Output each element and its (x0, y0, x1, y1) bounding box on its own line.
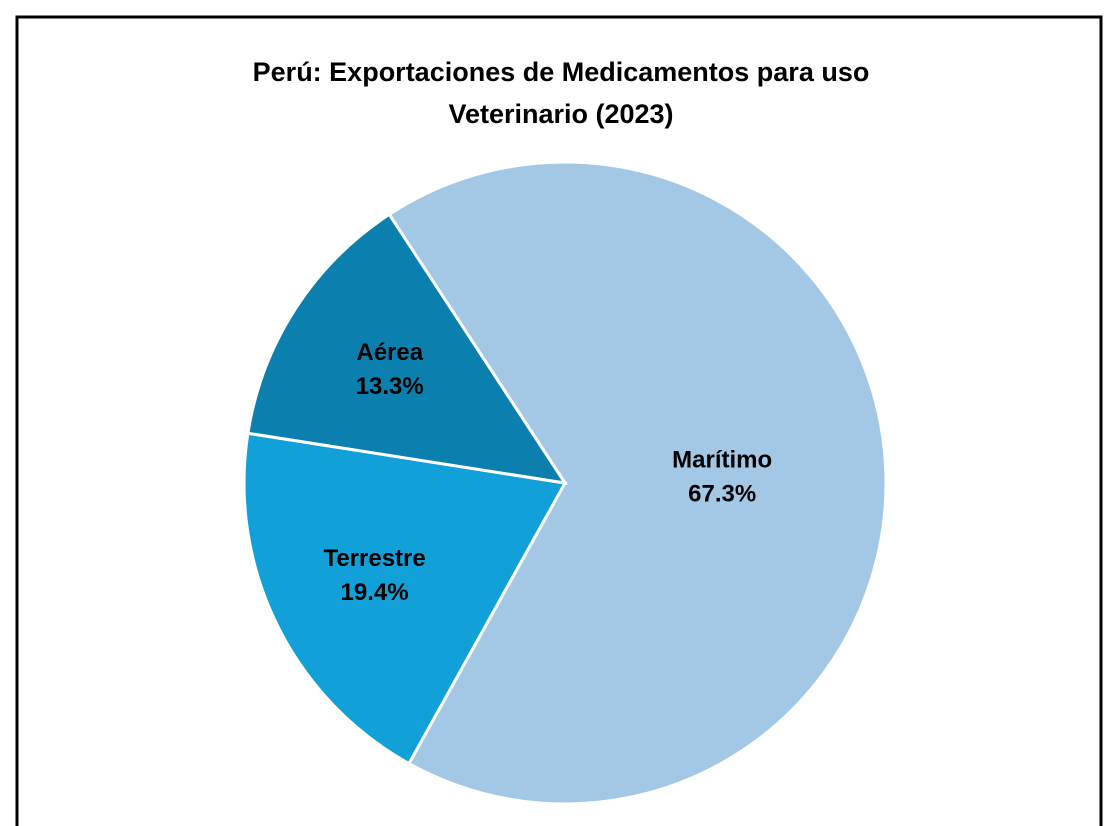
chart-title: Perú: Exportaciones de Medicamentos para… (253, 57, 870, 87)
pie-slice (242, 431, 568, 766)
pie-slice (387, 160, 888, 806)
slice-label: Marítimo (672, 447, 772, 474)
slice-value-label: 19.4% (341, 579, 409, 606)
slice-label: Terrestre (323, 545, 425, 572)
chart-title: Veterinario (2023) (448, 99, 673, 129)
slice-label: Aérea (356, 339, 423, 366)
slice-value-label: 13.3% (356, 373, 424, 400)
pie-slice (246, 212, 569, 486)
slice-value-label: 67.3% (688, 481, 756, 508)
